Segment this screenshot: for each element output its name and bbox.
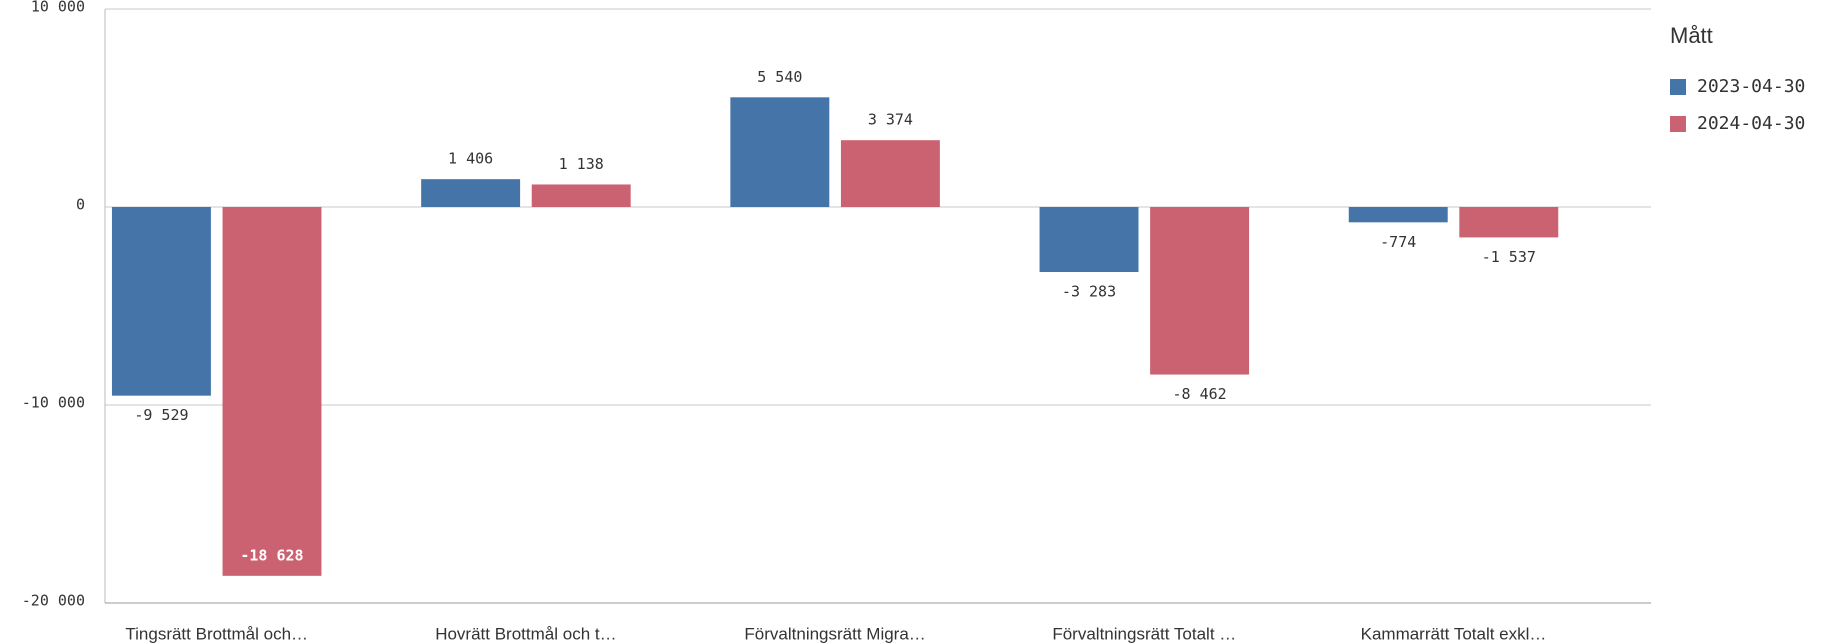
bar bbox=[531, 184, 631, 207]
legend-title: Mått bbox=[1670, 23, 1713, 48]
bar bbox=[1459, 207, 1559, 238]
data-label: 3 374 bbox=[868, 111, 913, 129]
bar bbox=[421, 179, 521, 207]
legend-swatch bbox=[1670, 116, 1686, 132]
data-label: 1 138 bbox=[559, 155, 604, 173]
data-label: -1 537 bbox=[1482, 248, 1536, 266]
bar bbox=[222, 207, 322, 576]
data-label: -18 628 bbox=[240, 546, 303, 564]
y-tick-label: 0 bbox=[76, 196, 85, 214]
y-tick-label: -10 000 bbox=[22, 394, 85, 412]
x-tick-label: Hovrätt Brottmål och t… bbox=[435, 624, 616, 643]
y-tick-label: -20 000 bbox=[22, 592, 85, 610]
bar bbox=[730, 97, 830, 207]
legend-label: 2024-04-30 bbox=[1697, 113, 1805, 134]
legend-swatch bbox=[1670, 79, 1686, 95]
x-tick-label: Kammarrätt Totalt exkl… bbox=[1361, 624, 1547, 643]
data-label: 5 540 bbox=[757, 68, 802, 86]
data-label: -8 462 bbox=[1173, 385, 1227, 403]
bar bbox=[111, 207, 211, 396]
bar bbox=[1039, 207, 1139, 273]
data-label: -9 529 bbox=[134, 406, 188, 424]
data-label: 1 406 bbox=[448, 150, 493, 168]
bar bbox=[840, 140, 940, 207]
y-tick-label: 10 000 bbox=[31, 0, 85, 16]
legend-label: 2023-04-30 bbox=[1697, 76, 1805, 97]
x-tick-label: Tingsrätt Brottmål och… bbox=[125, 624, 308, 643]
x-tick-label: Förvaltningsrätt Migra… bbox=[744, 624, 925, 643]
x-tick-label: Förvaltningsrätt Totalt … bbox=[1052, 624, 1236, 643]
data-label: -3 283 bbox=[1062, 283, 1116, 301]
bar bbox=[1150, 207, 1250, 375]
bar bbox=[1348, 207, 1448, 223]
data-label: -774 bbox=[1380, 233, 1416, 251]
